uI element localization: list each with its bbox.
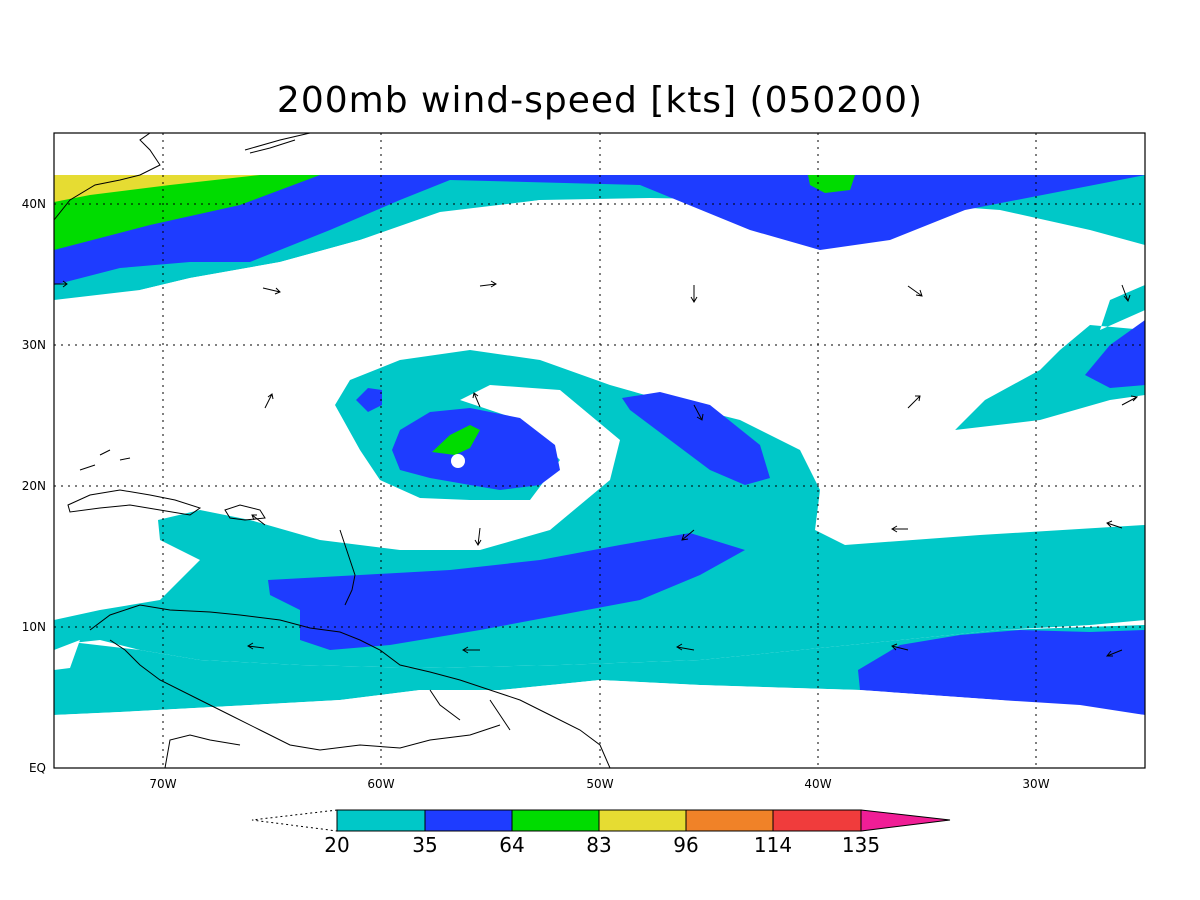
lat-labels: EQ 10N 20N 30N 40N [22, 197, 46, 775]
east-blue-jet [622, 392, 770, 485]
wind-arrow [54, 280, 68, 288]
us-east-coast [54, 133, 161, 221]
wind-fields [54, 175, 1145, 768]
guianas [429, 689, 511, 731]
colorbar-label: 96 [673, 833, 698, 857]
colorbar-box-20-35 [336, 809, 426, 832]
lat-label: 40N [22, 197, 46, 211]
coastlines [54, 133, 611, 768]
wind-arrow [1105, 649, 1123, 657]
south-cyan-band [54, 625, 1145, 715]
lat-label: EQ [29, 761, 46, 775]
bahamas [79, 449, 131, 471]
lat-label: 20N [22, 479, 46, 493]
cuba [67, 489, 202, 516]
wind-arrow [1121, 284, 1131, 303]
wind-arrows [54, 280, 1139, 657]
wind-arrow [262, 287, 281, 295]
venezuela-inland [109, 639, 501, 751]
lon-label: 50W [586, 777, 613, 791]
wind-arrow [474, 527, 482, 546]
wind-arrow [251, 514, 266, 526]
gridlines [54, 133, 1145, 768]
lesser-antilles [339, 529, 356, 606]
north-green-band [54, 175, 320, 250]
colorbar-box-96-114 [685, 809, 774, 832]
west-white-strip [54, 640, 80, 670]
hurricane-blue-ring [392, 408, 560, 490]
lon-label: 40W [804, 777, 831, 791]
wind-arrow [247, 642, 265, 650]
colorbar-box-64-83 [511, 809, 600, 832]
colorbar-label: 83 [586, 833, 611, 857]
colorbar-high-triangle [860, 809, 951, 832]
brazil-border [164, 734, 241, 768]
lat-label: 30N [22, 338, 46, 352]
colorbar-label: 35 [412, 833, 437, 857]
colorbar-low-triangle [251, 809, 338, 832]
colorbar-box-114-135 [772, 809, 862, 832]
lon-label: 70W [149, 777, 176, 791]
hurricane-green-core [432, 425, 480, 455]
colorbar-label: 135 [842, 833, 880, 857]
hispaniola [224, 504, 266, 521]
north-yellow-band [54, 175, 260, 202]
lon-labels: 70W 60W 50W 40W 30W [149, 777, 1049, 791]
nova-scotia [244, 133, 311, 154]
wind-arrow [907, 395, 921, 409]
colorbar-box-83-96 [598, 809, 687, 832]
lat-label: 10N [22, 620, 46, 634]
wind-arrow [891, 525, 908, 533]
wind-arrow [479, 280, 497, 288]
lon-label: 30W [1022, 777, 1049, 791]
wind-arrow [693, 404, 704, 421]
east-cyan-arc [1085, 320, 1145, 388]
hurricane-blue-blob [356, 388, 382, 412]
colorbar: 20 35 64 83 96 114 135 [251, 809, 951, 857]
colorbar-label: 64 [499, 833, 524, 857]
wind-arrow [472, 392, 481, 408]
colorbar-label: 20 [324, 833, 349, 857]
wind-arrow [264, 393, 274, 409]
wind-arrow [681, 529, 695, 541]
north-blue-band [54, 175, 1145, 285]
wind-arrow [462, 646, 480, 654]
colorbar-box-35-64 [424, 809, 513, 832]
wind-arrow [1121, 395, 1139, 406]
wind-arrow [676, 643, 695, 651]
wind-arrow [690, 285, 698, 303]
lon-label: 60W [367, 777, 394, 791]
wind-arrow [907, 285, 923, 297]
south-blue-jet [268, 533, 745, 650]
se-blue-region [858, 630, 1145, 715]
south-white-region [54, 680, 1145, 768]
wind-arrow [891, 643, 909, 651]
map-title: 200mb wind-speed [kts] (050200) [276, 80, 924, 121]
ne-green-spot [808, 175, 855, 193]
south-america-coast [89, 604, 611, 768]
north-cyan-band [54, 175, 1145, 430]
hurricane-eye [451, 454, 465, 468]
colorbar-label: 114 [754, 833, 792, 857]
wind-arrow [1106, 520, 1123, 529]
